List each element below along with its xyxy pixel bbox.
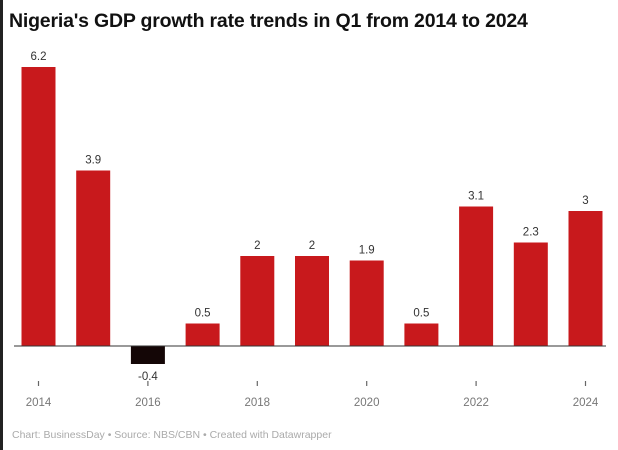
bar-2023: [513, 242, 548, 346]
left-border: [0, 0, 3, 450]
bar-2022: [459, 206, 494, 346]
bar-2018: [240, 256, 275, 346]
value-label-2022: 3.1: [468, 191, 484, 203]
bar-2017: [185, 323, 220, 346]
x-tick-label-2022: 2022: [463, 397, 489, 409]
x-tick-label-2016: 2016: [135, 397, 161, 409]
bar-2021: [404, 323, 439, 346]
value-label-2020: 1.9: [359, 245, 375, 257]
bar-2015: [76, 170, 111, 346]
bar-2020: [349, 260, 384, 346]
bar-2014: [21, 67, 56, 346]
bar-2019: [295, 256, 329, 346]
bar-2016: [130, 346, 165, 364]
value-label-2023: 2.3: [523, 227, 539, 239]
x-tick-label-2020: 2020: [354, 397, 380, 409]
value-label-2017: 0.5: [195, 308, 211, 320]
chart-footer: Chart: BusinessDay • Source: NBS/CBN • C…: [12, 429, 332, 441]
bar-2024: [568, 211, 603, 346]
x-tick-label-2024: 2024: [573, 397, 599, 409]
value-label-2024: 3: [582, 195, 588, 207]
value-label-2018: 2: [254, 240, 260, 252]
x-tick-label-2018: 2018: [245, 397, 271, 409]
value-label-2014: 6.2: [31, 51, 47, 63]
value-label-2016: -0.4: [138, 371, 158, 383]
value-label-2015: 3.9: [85, 155, 101, 167]
x-tick-label-2014: 2014: [26, 397, 52, 409]
value-label-2021: 0.5: [413, 308, 429, 320]
chart-title: Nigeria's GDP growth rate trends in Q1 f…: [9, 10, 528, 32]
value-label-2019: 2: [309, 240, 315, 252]
